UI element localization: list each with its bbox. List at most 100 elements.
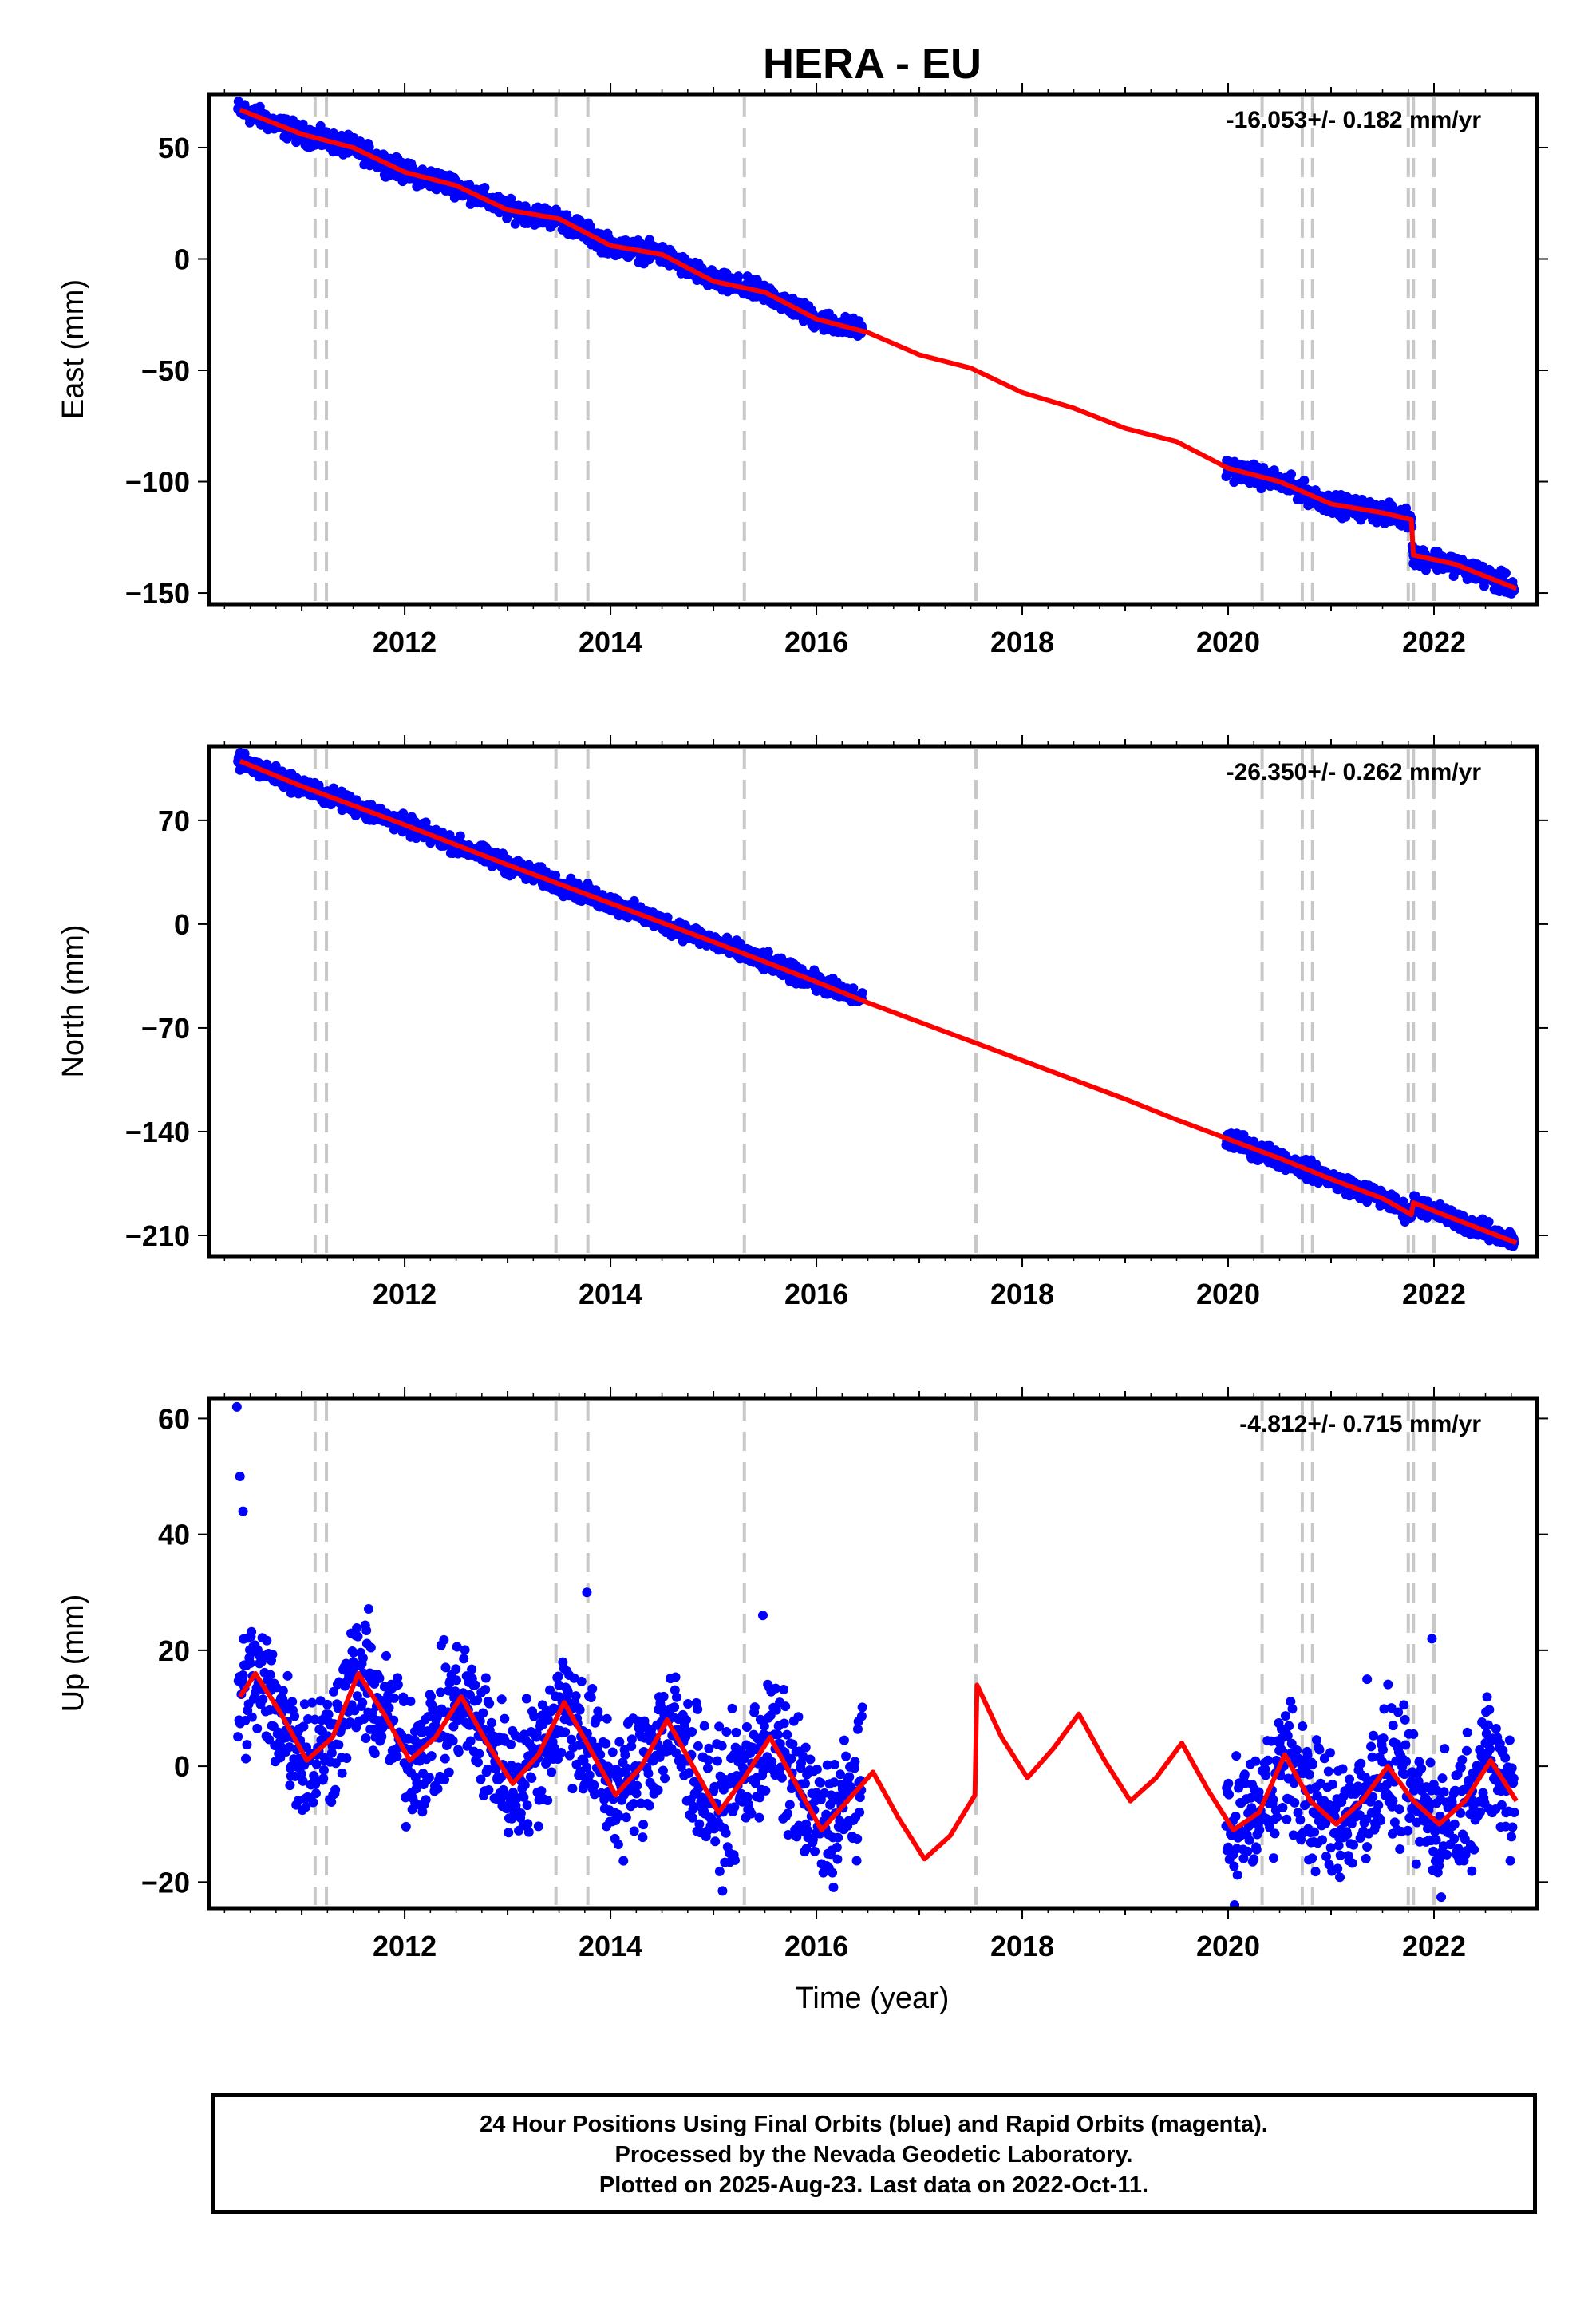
data-point: [1286, 469, 1297, 480]
data-point: [703, 1755, 713, 1765]
velocity-annotation: -26.350+/- 0.262 mm/yr: [1227, 759, 1482, 785]
data-point: [358, 1653, 368, 1663]
data-point: [780, 1701, 791, 1712]
data-point: [694, 1819, 705, 1829]
data-point: [459, 1654, 469, 1664]
data-point: [504, 1828, 514, 1838]
data-point: [265, 1670, 275, 1680]
data-point: [1284, 1721, 1294, 1731]
data-point: [857, 988, 867, 998]
data-point: [1269, 1853, 1279, 1863]
data-point: [285, 1780, 295, 1791]
data-point: [1254, 1824, 1265, 1835]
data-point: [816, 1777, 826, 1788]
data-point: [681, 1714, 692, 1725]
data-point: [1327, 1779, 1337, 1789]
data-point: [721, 1828, 731, 1838]
data-point: [440, 1753, 450, 1764]
data-point: [1287, 1704, 1298, 1714]
data-point: [1262, 1755, 1273, 1765]
data-point: [1229, 1861, 1239, 1871]
data-point: [1280, 1711, 1290, 1721]
data-point: [527, 1773, 537, 1783]
chart-title: HERA - EU: [763, 40, 982, 88]
data-point: [571, 1691, 581, 1701]
y-tick-label: −70: [141, 1012, 190, 1045]
data-point: [782, 1729, 792, 1740]
data-point: [832, 1854, 843, 1864]
data-point: [311, 1788, 322, 1799]
data-point: [586, 222, 596, 232]
data-point: [238, 1506, 248, 1516]
data-point: [613, 1840, 623, 1850]
data-point: [241, 1753, 251, 1764]
data-point: [850, 1757, 860, 1767]
data-point: [1483, 1217, 1494, 1227]
data-point: [465, 1736, 476, 1746]
y-tick-label: −150: [125, 577, 190, 610]
data-point: [638, 1820, 649, 1830]
data-point: [575, 1705, 585, 1715]
data-point: [543, 1796, 553, 1806]
data-point: [451, 1675, 461, 1686]
data-point: [1427, 1634, 1437, 1644]
data-point: [601, 1738, 611, 1749]
data-point: [699, 1721, 709, 1731]
data-point: [330, 1784, 341, 1795]
data-point: [1223, 1778, 1234, 1788]
data-point: [783, 1808, 793, 1819]
data-point: [594, 1713, 604, 1723]
data-point: [626, 1734, 637, 1745]
data-point: [361, 1626, 372, 1636]
x-tick-label: 2022: [1402, 1278, 1466, 1310]
y-tick-label: −100: [125, 466, 190, 499]
x-tick-label: 2022: [1402, 626, 1466, 658]
data-point: [855, 1807, 865, 1817]
data-point: [1337, 1764, 1348, 1774]
data-point: [1251, 1844, 1262, 1855]
data-point: [779, 1685, 789, 1695]
data-point: [710, 1836, 721, 1847]
data-point: [805, 1754, 816, 1765]
data-point: [287, 1697, 298, 1707]
data-point: [810, 1846, 820, 1856]
y-tick-label: −210: [125, 1219, 190, 1252]
data-point: [683, 1699, 693, 1709]
data-point: [576, 1676, 587, 1686]
data-point: [307, 1697, 318, 1708]
data-point: [702, 1763, 713, 1773]
data-point: [1325, 1748, 1335, 1758]
data-point: [522, 1800, 532, 1811]
data-point: [401, 1821, 411, 1832]
y-tick-label: −140: [125, 1116, 190, 1148]
data-point: [311, 1759, 322, 1769]
plot-frame: [207, 92, 1539, 607]
data-point: [523, 1827, 534, 1837]
data-point: [1292, 1745, 1302, 1756]
data-point: [470, 1680, 480, 1690]
data-point: [582, 1587, 592, 1598]
data-point: [833, 1832, 843, 1843]
data-point: [1282, 1814, 1292, 1824]
data-point: [714, 1866, 725, 1876]
data-point: [662, 912, 673, 923]
data-point: [693, 1741, 703, 1751]
data-point: [426, 1751, 437, 1761]
data-point: [1310, 1867, 1321, 1877]
data-point: [247, 1626, 257, 1637]
data-point: [589, 1780, 599, 1790]
y-tick-label: 0: [174, 243, 190, 275]
data-point: [1317, 1835, 1328, 1845]
data-point: [779, 1718, 789, 1729]
data-point: [660, 1773, 670, 1784]
data-point: [632, 1780, 642, 1791]
data-point: [731, 1727, 741, 1737]
data-point: [238, 1670, 248, 1681]
data-point: [1249, 1854, 1259, 1864]
data-point: [658, 1691, 669, 1701]
data-point: [1268, 1795, 1278, 1805]
y-tick-label: −50: [141, 354, 190, 387]
data-point: [352, 1623, 362, 1634]
data-point: [1261, 1770, 1271, 1780]
